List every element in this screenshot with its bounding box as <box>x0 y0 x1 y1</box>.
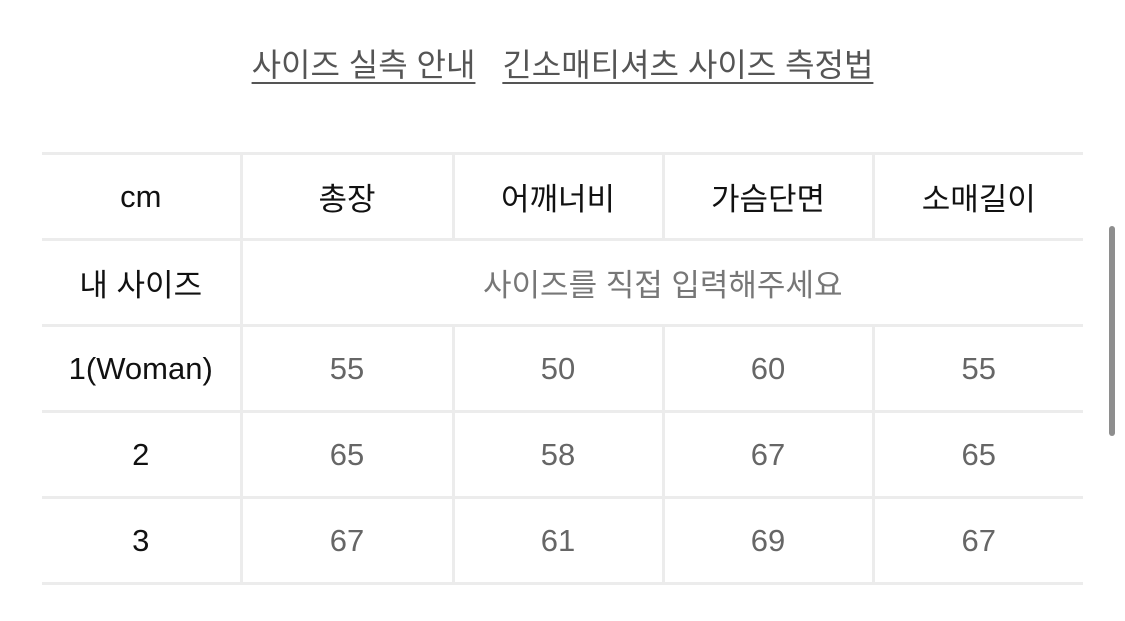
header-shoulder-width: 어깨너비 <box>451 152 665 241</box>
scrollbar[interactable] <box>1109 226 1115 436</box>
my-size-row: 내 사이즈 사이즈를 직접 입력해주세요 <box>42 238 1083 327</box>
cell: 60 <box>661 324 875 413</box>
table-row: 2 65 58 67 65 <box>42 410 1083 499</box>
header-total-length: 총장 <box>239 152 455 241</box>
cell: 55 <box>239 324 455 413</box>
size-label: 3 <box>42 496 243 585</box>
header-sleeve-length: 소매길이 <box>871 152 1083 241</box>
cell: 67 <box>239 496 455 585</box>
header-unit: cm <box>42 152 243 241</box>
size-label: 2 <box>42 410 243 499</box>
cell: 69 <box>661 496 875 585</box>
size-guide-links: 사이즈 실측 안내 긴소매티셔츠 사이즈 측정법 <box>0 40 1125 86</box>
cell: 67 <box>661 410 875 499</box>
size-label: 1(Woman) <box>42 324 243 413</box>
my-size-label: 내 사이즈 <box>42 238 243 327</box>
cell: 67 <box>871 496 1083 585</box>
cell: 61 <box>451 496 665 585</box>
table-row: 3 67 61 69 67 <box>42 496 1083 585</box>
size-measurement-guide-link[interactable]: 사이즈 실측 안내 <box>251 47 476 83</box>
table-row: 1(Woman) 55 50 60 55 <box>42 324 1083 413</box>
cell: 50 <box>451 324 665 413</box>
cell: 65 <box>239 410 455 499</box>
long-sleeve-measure-method-link[interactable]: 긴소매티셔츠 사이즈 측정법 <box>502 47 874 83</box>
cell: 55 <box>871 324 1083 413</box>
header-row: cm 총장 어깨너비 가슴단면 소매길이 <box>42 152 1083 241</box>
cell: 65 <box>871 410 1083 499</box>
my-size-input[interactable]: 사이즈를 직접 입력해주세요 <box>239 238 1083 327</box>
cell: 58 <box>451 410 665 499</box>
header-chest-width: 가슴단면 <box>661 152 875 241</box>
size-table: cm 총장 어깨너비 가슴단면 소매길이 내 사이즈 사이즈를 직접 입력해주세… <box>42 152 1083 585</box>
